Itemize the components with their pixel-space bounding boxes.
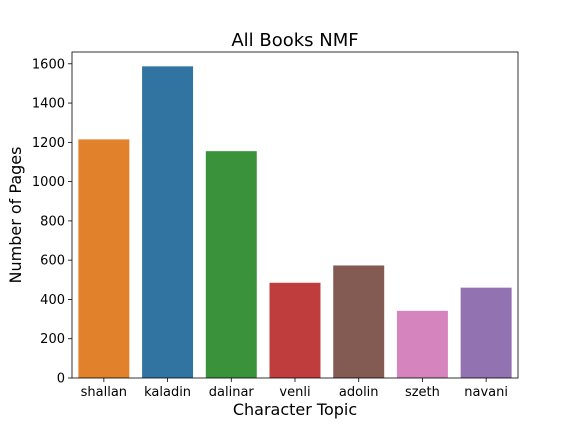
bar-dalinar [205,151,257,378]
x-tick-label: szeth [405,385,440,400]
x-tick-label: dalinar [209,385,255,400]
bar-szeth [396,310,448,378]
y-tick-label: 600 [40,254,65,269]
chart-title: All Books NMF [231,30,358,51]
y-axis-title: Number of Pages [6,147,25,284]
y-tick-label: 1000 [32,175,65,190]
y-tick-label: 800 [40,214,65,229]
bar-adolin [333,265,385,378]
x-tick-label: kaladin [144,385,191,400]
y-tick-label: 400 [40,293,65,308]
y-tick-label: 1600 [32,57,65,72]
y-tick-label: 1200 [32,136,65,151]
bar-venli [269,282,321,378]
x-axis: shallan kaladin dalinar venli adolin szeth nav… [81,378,508,400]
x-tick-label: adolin [339,385,379,400]
bar-shallan [78,139,130,378]
bar-kaladin [142,66,194,378]
y-tick-label: 1400 [32,97,65,112]
plot-frame [71,51,519,379]
x-tick-label: navani [464,385,508,400]
x-tick-label: shallan [81,385,127,400]
bar-navani [460,287,512,378]
bars-group [78,66,512,378]
x-axis-title: Character Topic [233,400,357,419]
y-tick-label: 0 [57,372,65,387]
y-axis: 0 200 400 600 800 1000 1200 1400 1600 [32,57,72,387]
x-tick-label: venli [279,385,310,400]
y-tick-label: 200 [40,332,65,347]
